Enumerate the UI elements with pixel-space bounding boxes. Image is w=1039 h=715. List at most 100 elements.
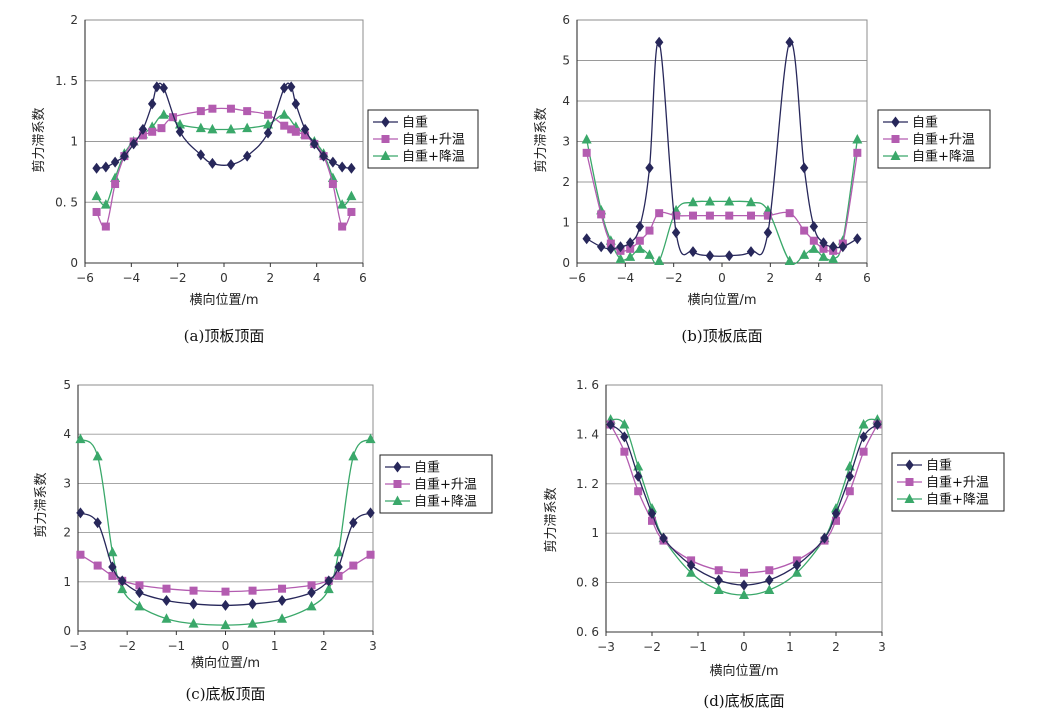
data-point [208, 157, 217, 169]
panel-c: 0 1 2 3 4 5 −3 −2 −1 0 1 2 3 横向位置/m 剪力滞系数 (c)底板顶面 自重自重+升… [33, 378, 493, 703]
data-point [858, 419, 869, 429]
data-point [606, 243, 616, 255]
data-point [785, 209, 794, 218]
data-point [686, 567, 697, 577]
x-tick-label: 2 [267, 271, 275, 285]
data-point [93, 561, 102, 570]
data-point [188, 618, 199, 628]
data-point [831, 507, 841, 519]
data-point [346, 190, 357, 201]
data-point [348, 450, 359, 461]
data-point [615, 253, 626, 263]
legend-marker [393, 480, 402, 488]
data-point [135, 581, 144, 590]
data-point [688, 196, 698, 207]
legend-label: 自重 [402, 115, 428, 131]
x-tick-label: 4 [815, 271, 823, 285]
legend-label: 自重+升温 [912, 132, 975, 148]
x-tick-label: −3 [69, 639, 87, 653]
data-point [620, 431, 629, 443]
data-point [634, 243, 645, 253]
data-point [291, 98, 301, 110]
data-point [207, 123, 218, 134]
x-tick-label: 2 [320, 639, 328, 653]
data-point [647, 507, 657, 519]
data-point [792, 559, 802, 571]
data-point [635, 221, 645, 233]
data-point [135, 587, 144, 599]
x-axis-title: 横向位置/m [687, 292, 756, 308]
data-point [349, 561, 358, 570]
data-point [221, 599, 230, 611]
data-point [287, 125, 296, 134]
y-tick-label: 5 [562, 54, 570, 68]
data-point [852, 133, 863, 144]
data-point [301, 131, 310, 140]
x-axis-title: 横向位置/m [709, 663, 778, 679]
data-point [819, 237, 828, 249]
data-point [147, 98, 157, 110]
data-point [248, 598, 257, 610]
x-tick-label: −3 [597, 640, 615, 654]
data-point [809, 221, 819, 233]
y-tick-label: 1. 6 [576, 378, 599, 392]
data-point [620, 447, 629, 456]
data-point [208, 104, 217, 113]
data-point [644, 249, 655, 259]
data-point [286, 81, 296, 93]
x-axis-title: 横向位置/m [189, 292, 258, 308]
data-point [634, 487, 643, 496]
data-point [110, 156, 120, 168]
data-point [739, 589, 749, 599]
data-point [648, 516, 656, 525]
data-point [337, 161, 347, 173]
data-point [76, 550, 85, 559]
y-axis-title: 剪力滞系数 [533, 107, 549, 172]
data-point [645, 162, 654, 174]
data-point [108, 571, 117, 580]
data-point [107, 546, 118, 557]
data-point [75, 433, 86, 444]
y-tick-label: 6 [562, 13, 570, 27]
data-point [688, 246, 698, 258]
y-tick-label: 1. 4 [576, 427, 599, 441]
data-point [581, 133, 592, 144]
data-point [138, 131, 147, 140]
data-point [280, 121, 289, 130]
x-tick-label: 0 [222, 639, 230, 653]
x-tick-label: −2 [118, 639, 136, 653]
panel-d: 0. 6 0. 8 1 1. 2 1. 4 1. 6 −3 −2 −1 0 1 2 3 横向位置/m 剪力滞… [543, 378, 1005, 710]
data-point [120, 150, 129, 162]
series-line [95, 107, 353, 229]
data-point [247, 618, 258, 628]
series-line [79, 438, 372, 626]
data-point [705, 250, 715, 262]
data-point [714, 574, 723, 586]
legend-marker [891, 116, 900, 128]
data-point [162, 584, 171, 593]
data-point [713, 584, 724, 595]
x-tick-label: 0 [220, 271, 228, 285]
data-point [189, 598, 198, 610]
x-tick-label: −1 [167, 639, 185, 653]
y-tick-label: 0. 8 [576, 576, 599, 590]
panel-a: 0 0. 5 1 1. 5 2 −6 −4 −2 0 2 4 6 横向位置/m 剪力滞系数 (a)顶板顶面 自… [31, 13, 479, 345]
x-tick-label: −2 [665, 271, 683, 285]
legend-label: 自重 [414, 460, 440, 476]
data-point [279, 109, 290, 119]
data-point [705, 211, 714, 220]
data-point [819, 244, 828, 253]
y-tick-label: 1 [70, 135, 78, 149]
legend-label: 自重+降温 [414, 494, 477, 510]
data-point [148, 127, 157, 136]
data-point [746, 246, 756, 258]
panel-b: 0 1 2 3 4 5 6 −6 −4 −2 0 2 4 6 横向位置/m 剪力滞系数 (b)顶板底面 自重自重+… [533, 13, 991, 345]
y-tick-label: 0. 5 [55, 195, 78, 209]
data-point [334, 561, 343, 573]
x-tick-label: −6 [76, 271, 94, 285]
y-tick-label: 2 [70, 13, 78, 27]
data-point [625, 237, 635, 249]
data-point [161, 613, 172, 623]
panel-caption: (d)底板底面 [703, 692, 784, 710]
